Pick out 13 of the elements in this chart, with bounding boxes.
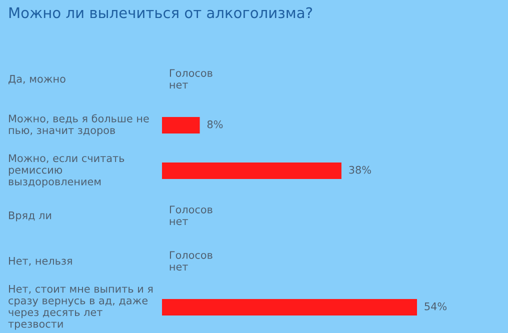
data-label: 8% [207,120,223,128]
data-label: 38% [349,166,371,174]
y-tick-label: Да, можно [8,75,66,84]
y-tick-label: Нет, стоит мне выпить и я сразу вернусь в ад, даже через десять лет трезвости [8,285,153,330]
data-label: Голосов нет [170,251,212,271]
data-label: Голосов нет [170,206,212,226]
y-tick-label: Нет, нельзя [9,257,72,266]
data-label: 54% [424,302,447,310]
y-tick-label: Можно, если считать ремиссию выздоровлением [8,154,124,188]
y-tick-label: Вряд ли [9,212,52,222]
y-tick-label: Можно, ведь я больше не пью, значит здоров [8,114,149,136]
chart-title: Можно ли вылечиться от алкоголизма? [9,7,312,18]
data-label: Голосов нет [170,69,212,89]
